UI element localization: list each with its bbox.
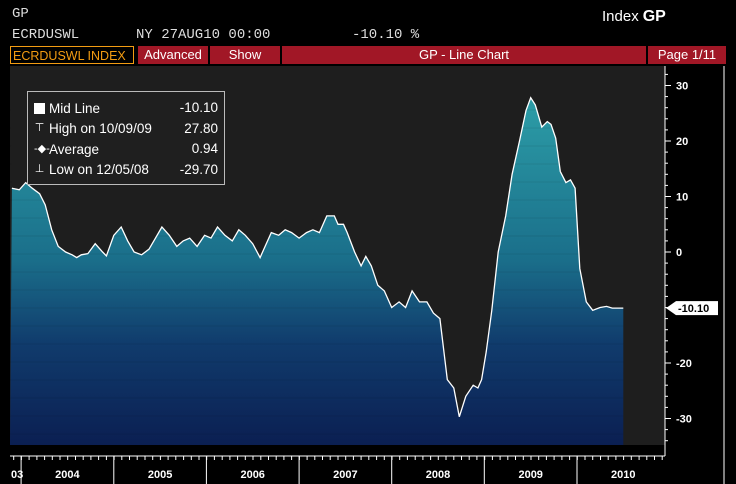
high-marker-icon: ⊤ bbox=[34, 122, 45, 135]
legend-low-value: -29.70 bbox=[179, 161, 218, 177]
y-tick-label: 10 bbox=[676, 192, 688, 204]
legend-low-label: Low on 12/05/08 bbox=[49, 162, 149, 178]
legend-low: ⊥ Low on 12/05/08 -29.70 bbox=[34, 160, 218, 181]
current-value-marker: -10.10 bbox=[666, 301, 718, 316]
ticker-tab[interactable]: ECRDUSWL INDEX bbox=[10, 46, 134, 64]
legend: Mid Line -10.10 ⊤ High on 10/09/09 27.80 … bbox=[27, 91, 225, 185]
x-tick-label: 2005 bbox=[148, 469, 172, 481]
square-icon bbox=[34, 102, 45, 114]
legend-mid-value: -10.10 bbox=[179, 100, 218, 115]
legend-average: -◆- Average 0.94 bbox=[34, 139, 218, 160]
advanced-button[interactable]: Advanced bbox=[138, 46, 208, 64]
page-indicator[interactable]: Page 1/11 bbox=[648, 46, 726, 64]
y-tick-label: -20 bbox=[676, 358, 692, 370]
x-tick-label: 03 bbox=[11, 469, 23, 481]
ticker-label: ECRDUSWL bbox=[12, 27, 80, 43]
x-tick-label: 2007 bbox=[333, 469, 357, 481]
legend-average-label: Average bbox=[49, 141, 100, 157]
index-label: Index bbox=[602, 8, 639, 25]
show-button[interactable]: Show bbox=[210, 46, 280, 64]
legend-mid-line: Mid Line -10.10 bbox=[34, 98, 218, 119]
y-tick-label: 0 bbox=[676, 247, 682, 259]
x-axis-band bbox=[0, 445, 736, 484]
current-value-label: -10.10 % bbox=[352, 27, 420, 43]
area-fill bbox=[10, 97, 624, 445]
function-indicator: Index GP bbox=[602, 8, 666, 26]
legend-high: ⊤ High on 10/09/09 27.80 bbox=[34, 119, 218, 140]
legend-high-label: High on 10/09/09 bbox=[49, 121, 152, 137]
current-value-tag: -10.10 bbox=[678, 303, 709, 315]
x-tick-label: 2010 bbox=[611, 469, 635, 481]
legend-average-value: 0.94 bbox=[191, 141, 218, 156]
x-tick-label: 2008 bbox=[426, 469, 450, 481]
date-time-label: NY 27AUG10 00:00 bbox=[136, 27, 271, 43]
average-marker-icon: -◆- bbox=[34, 142, 50, 155]
low-marker-icon: ⊥ bbox=[34, 163, 45, 176]
x-tick-label: 2004 bbox=[55, 469, 80, 481]
legend-high-value: 27.80 bbox=[184, 120, 218, 136]
x-tick-label: 2009 bbox=[518, 469, 542, 481]
chart-title-bar: GP - Line Chart bbox=[282, 46, 646, 64]
y-tick-label: 20 bbox=[676, 136, 688, 148]
function-code: GP bbox=[642, 8, 666, 25]
y-tick-label: -30 bbox=[676, 414, 692, 426]
x-tick-label: 2006 bbox=[240, 469, 264, 481]
series-line bbox=[11, 96, 624, 417]
command-line: GP bbox=[12, 6, 29, 22]
legend-mid-label: Mid Line bbox=[49, 100, 101, 116]
current-value-box bbox=[676, 301, 718, 316]
y-tick-label: 30 bbox=[676, 81, 688, 93]
